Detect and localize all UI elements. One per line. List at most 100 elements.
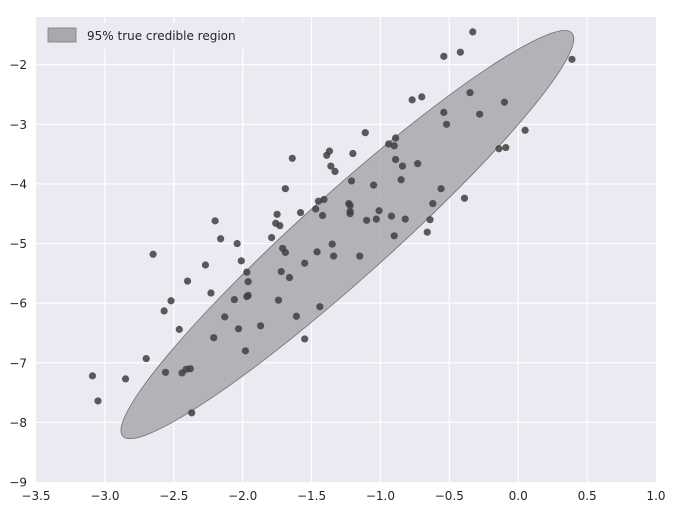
scatter-point [423, 228, 431, 236]
y-tick-label: −5 [9, 237, 27, 251]
scatter-point [460, 194, 469, 202]
scatter-point [385, 140, 393, 148]
scatter-point [230, 295, 238, 304]
scatter-point [288, 154, 296, 162]
scatter-point [495, 145, 503, 153]
scatter-point [440, 108, 448, 116]
scatter-point [347, 177, 356, 185]
scatter-point [414, 160, 422, 168]
scatter-point [301, 259, 309, 267]
scatter-point [292, 312, 300, 320]
scatter-point [314, 197, 323, 205]
scatter-point [94, 397, 102, 405]
scatter-point [217, 235, 225, 243]
scatter-point [237, 257, 245, 265]
scatter-point [268, 233, 276, 242]
scatter-point [149, 250, 157, 258]
y-tick-label: −4 [9, 177, 27, 191]
scatter-point [175, 325, 183, 333]
x-tick-label: −2.0 [228, 489, 257, 503]
scatter-point [201, 261, 210, 269]
scatter-point [241, 347, 250, 355]
scatter-point [161, 368, 170, 376]
scatter-point [277, 267, 285, 276]
y-tick-label: −7 [9, 356, 27, 370]
scatter-point [392, 134, 400, 142]
x-tick-label: 0.5 [578, 489, 597, 503]
y-tick-label: −2 [9, 58, 27, 72]
scatter-point [456, 48, 464, 56]
scatter-point [221, 313, 229, 321]
scatter-point [387, 212, 396, 220]
scatter-point [142, 354, 150, 363]
scatter-point [375, 207, 383, 215]
scatter-point [469, 28, 477, 36]
scatter-point [167, 297, 175, 305]
scatter-point [372, 215, 380, 223]
scatter-point [301, 335, 309, 343]
scatter-point [188, 409, 196, 417]
scatter-point [296, 208, 305, 217]
scatter-point [244, 278, 252, 286]
y-tick-label: −6 [9, 297, 27, 311]
scatter-point [361, 129, 369, 137]
scatter-point [502, 143, 510, 152]
scatter-point [401, 215, 409, 223]
scatter-point [318, 211, 327, 220]
x-tick-label: −3.0 [90, 489, 119, 503]
scatter-point [442, 120, 451, 128]
scatter-point [273, 210, 281, 218]
scatter-point [476, 110, 484, 118]
scatter-point [356, 252, 364, 260]
scatter-point [312, 205, 320, 213]
scatter-point [426, 216, 434, 224]
scatter-point [320, 195, 328, 204]
legend: 95% true credible region [44, 23, 250, 49]
scatter-point [346, 210, 354, 218]
scatter-point [244, 291, 252, 300]
scatter-point [521, 126, 529, 134]
x-tick-label: 0.0 [509, 489, 528, 503]
scatter-point [285, 273, 294, 282]
scatter-point [276, 222, 284, 230]
scatter-point [325, 147, 334, 155]
scatter-point [243, 268, 251, 276]
x-tick-label: −0.5 [435, 489, 464, 503]
scatter-point [369, 181, 378, 189]
scatter-point [313, 248, 321, 256]
legend-label-credible-region: 95% true credible region [87, 29, 236, 43]
scatter-point [88, 372, 97, 380]
scatter-point [327, 162, 335, 170]
scatter-point [500, 98, 509, 106]
scatter-point [207, 289, 215, 297]
scatter-point [328, 240, 336, 248]
scatter-point [397, 176, 405, 184]
scatter-point [121, 375, 130, 383]
scatter-point [363, 216, 371, 224]
scatter-point [210, 334, 218, 342]
scatter-point [316, 303, 324, 311]
scatter-point [274, 296, 283, 304]
x-tick-label: −3.5 [21, 489, 50, 503]
scatter-point [186, 365, 194, 373]
scatter-point [234, 325, 243, 333]
x-tick-label: −1.5 [297, 489, 326, 503]
scatter-point [418, 93, 426, 101]
x-tick-label: 1.0 [646, 489, 665, 503]
y-tick-label: −8 [9, 416, 27, 430]
scatter-point [256, 322, 265, 330]
x-axis-tick-labels: −3.5 −3.0 −2.5 −2.0 −1.5 −1.0 −0.5 0.0 0.5 1.0 [21, 489, 665, 503]
scatter-point [437, 185, 445, 193]
y-tick-label: −9 [9, 476, 27, 490]
scatter-point [390, 142, 398, 150]
scatter-point [233, 239, 241, 248]
y-tick-label: −3 [9, 118, 27, 132]
scatter-point [398, 162, 407, 170]
legend-swatch-credible-region [47, 27, 77, 43]
x-tick-label: −1.0 [366, 489, 395, 503]
scatter-point [440, 52, 448, 60]
scatter-point [160, 307, 168, 315]
scatter-point [466, 89, 474, 97]
scatter-point [281, 248, 289, 257]
